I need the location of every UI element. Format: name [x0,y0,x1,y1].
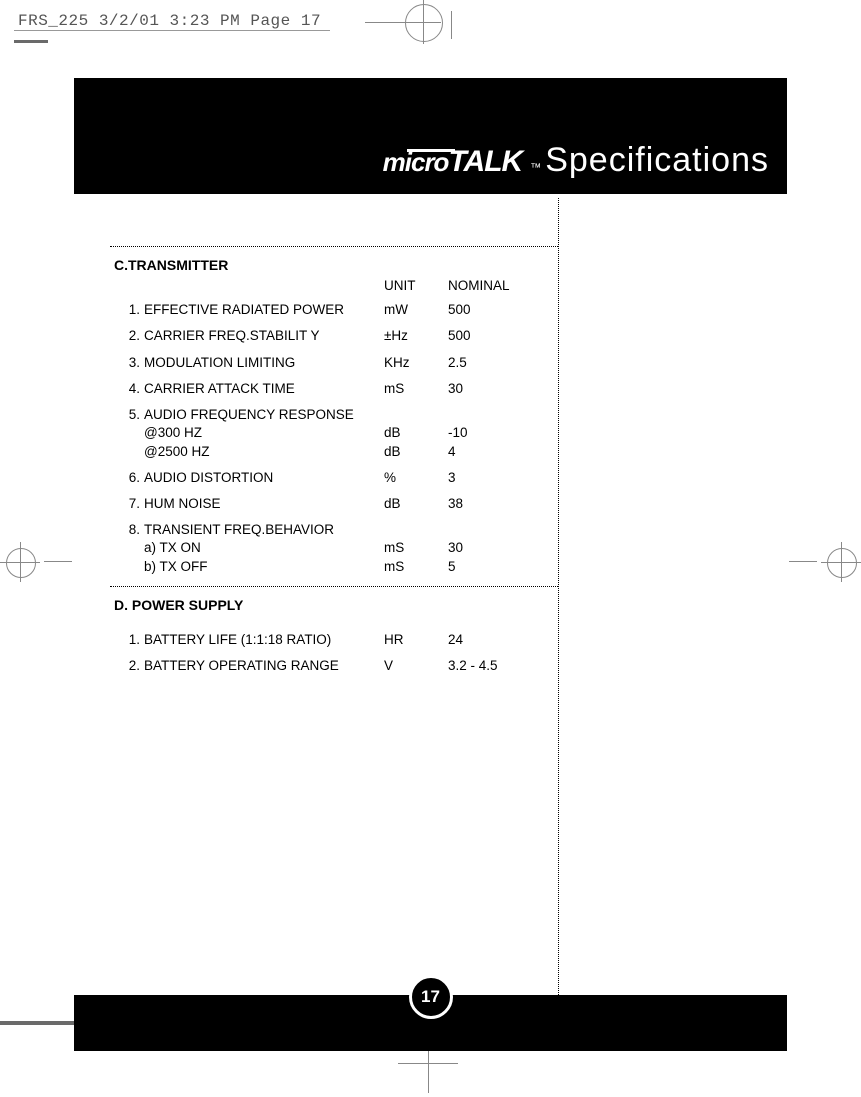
row-number: 2. [110,653,142,679]
footer-band: 17 [74,995,787,1051]
table-row: 7.HUM NOISEdB38 [110,491,558,517]
section-d-table: 1.BATTERY LIFE (1:1:18 RATIO)HR242.BATTE… [110,627,558,679]
row-unit: mSmS [382,517,446,580]
vertical-dotted-divider [558,198,559,1013]
row-desc: BATTERY LIFE (1:1:18 RATIO) [142,627,382,653]
row-number: 7. [110,491,142,517]
table-row: 1.BATTERY LIFE (1:1:18 RATIO)HR24 [110,627,558,653]
row-desc: AUDIO DISTORTION [142,465,382,491]
crop-tick-left [44,561,72,562]
row-desc: MODULATION LIMITING [142,350,382,376]
row-desc: EFFECTIVE RADIATED POWER [142,297,382,323]
table-row: 4.CARRIER ATTACK TIMEmS30 [110,376,558,402]
print-header-dash [14,40,48,43]
header-unit: UNIT [382,277,446,297]
row-unit: dB [382,491,446,517]
row-nominal: 305 [446,517,558,580]
row-nominal: 3 [446,465,558,491]
row-desc: BATTERY OPERATING RANGE [142,653,382,679]
table-row: 1.EFFECTIVE RADIATED POWERmW500 [110,297,558,323]
logo-talk: TALK [448,145,522,179]
section-d-heading: D. POWER SUPPLY [114,597,558,613]
dotted-divider [110,246,558,247]
row-number: 1. [110,627,142,653]
crop-tick-top [451,11,452,39]
row-nominal: 500 [446,323,558,349]
row-number: 6. [110,465,142,491]
row-desc: CARRIER FREQ.STABILIT Y [142,323,382,349]
row-nominal: 38 [446,491,558,517]
title-row: micro TALK ™ Specifications [383,141,769,180]
header-nominal: NOMINAL [446,277,558,297]
title-band: micro TALK ™ Specifications [74,78,787,194]
row-number: 4. [110,376,142,402]
row-unit: dBdB [382,402,446,465]
table-row: 8.TRANSIENT FREQ.BEHAVIORa) TX ONb) TX O… [110,517,558,580]
row-nominal: -104 [446,402,558,465]
section-c-heading: C.TRANSMITTER [114,257,558,273]
row-desc: TRANSIENT FREQ.BEHAVIORa) TX ONb) TX OFF [142,517,382,580]
print-header: FRS_225 3/2/01 3:23 PM Page 17 [18,12,321,30]
row-desc: AUDIO FREQUENCY RESPONSE@300 HZ@2500 HZ [142,402,382,465]
row-nominal: 500 [446,297,558,323]
table-row: 6.AUDIO DISTORTION%3 [110,465,558,491]
row-unit: mW [382,297,446,323]
row-unit: V [382,653,446,679]
row-number: 5. [110,402,142,465]
microtalk-logo: micro TALK [383,145,523,179]
spec-content: C.TRANSMITTER UNIT NOMINAL 1.EFFECTIVE R… [110,240,558,679]
row-number: 8. [110,517,142,580]
logo-micro: micro [383,147,449,178]
table-row: 5.AUDIO FREQUENCY RESPONSE@300 HZ@2500 H… [110,402,558,465]
row-unit: ±Hz [382,323,446,349]
row-unit: % [382,465,446,491]
table-row: 3.MODULATION LIMITINGKHz2.5 [110,350,558,376]
row-number: 1. [110,297,142,323]
row-nominal: 2.5 [446,350,558,376]
table-row: 2.BATTERY OPERATING RANGEV3.2 - 4.5 [110,653,558,679]
row-nominal: 3.2 - 4.5 [446,653,558,679]
registration-mark-right [821,542,861,582]
print-header-underline [14,30,330,31]
row-number: 2. [110,323,142,349]
page-number: 17 [409,975,453,1019]
row-unit: KHz [382,350,446,376]
registration-mark-top [385,4,475,44]
section-c-table: UNIT NOMINAL 1.EFFECTIVE RADIATED POWERm… [110,277,558,580]
page-title: Specifications [545,141,769,180]
row-nominal: 24 [446,627,558,653]
registration-mark-left [0,542,40,582]
dotted-divider [110,586,558,587]
row-nominal: 30 [446,376,558,402]
table-row: 2.CARRIER FREQ.STABILIT Y±Hz500 [110,323,558,349]
row-unit: HR [382,627,446,653]
row-desc: HUM NOISE [142,491,382,517]
row-unit: mS [382,376,446,402]
crop-tick-right [789,561,817,562]
trademark-symbol: ™ [530,162,541,174]
row-desc: CARRIER ATTACK TIME [142,376,382,402]
row-number: 3. [110,350,142,376]
